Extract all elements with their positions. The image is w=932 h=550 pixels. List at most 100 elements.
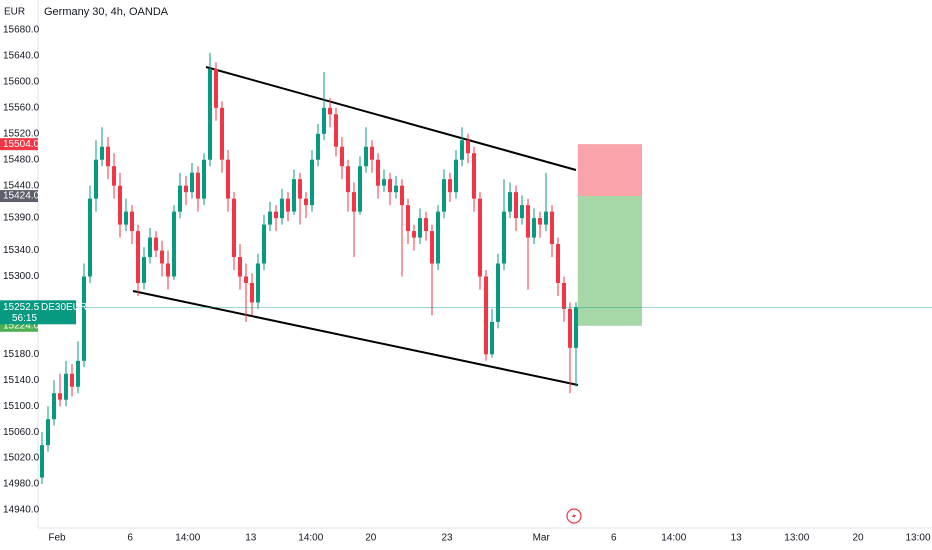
currency: EUR bbox=[4, 7, 25, 18]
candle-body bbox=[334, 114, 338, 147]
candle-body bbox=[340, 146, 344, 167]
x-tick-label: 14:00 bbox=[661, 533, 686, 544]
candle-body bbox=[208, 68, 212, 160]
candle-body bbox=[82, 276, 86, 361]
candle-body bbox=[160, 250, 164, 264]
candle-body bbox=[76, 360, 80, 387]
y-tick-label: 15340.0 bbox=[3, 245, 40, 256]
candle-body bbox=[58, 393, 62, 400]
candle-body bbox=[532, 218, 536, 238]
y-tick-label: 14940.0 bbox=[3, 505, 40, 516]
candle-body bbox=[568, 308, 572, 348]
alert-icon bbox=[566, 508, 582, 524]
candle-body bbox=[268, 211, 272, 225]
trend-line bbox=[132, 290, 579, 386]
candle-body bbox=[142, 257, 146, 283]
candle-body bbox=[148, 237, 152, 258]
x-tick-label: 13 bbox=[245, 533, 257, 544]
candle-body bbox=[286, 198, 290, 212]
countdown-label: 56:15 bbox=[12, 313, 37, 324]
candle-body bbox=[256, 263, 260, 303]
x-tick-label: Mar bbox=[533, 533, 551, 544]
last-price-label: 15252.5 bbox=[3, 302, 40, 313]
candle-body bbox=[496, 263, 500, 322]
candle-body bbox=[196, 172, 200, 199]
x-tick-label: 23 bbox=[441, 533, 453, 544]
y-tick-label: 15480.0 bbox=[3, 154, 40, 165]
candle-body bbox=[352, 192, 356, 212]
candle-body bbox=[544, 211, 548, 225]
x-tick-label: 13:00 bbox=[784, 533, 809, 544]
y-tick-label: 15390.0 bbox=[3, 213, 40, 224]
candle-body bbox=[442, 179, 446, 212]
candle-body bbox=[232, 198, 236, 258]
candle-body bbox=[130, 211, 134, 232]
candle-body bbox=[490, 321, 494, 355]
candle-body bbox=[526, 205, 530, 238]
candle-body bbox=[184, 185, 188, 193]
candle-body bbox=[400, 185, 404, 206]
y-tick-label: 15600.0 bbox=[3, 77, 40, 88]
candle-body bbox=[328, 107, 332, 115]
candle-body bbox=[202, 159, 206, 199]
candle-body bbox=[298, 179, 302, 199]
candle-body bbox=[316, 133, 320, 160]
candle-body bbox=[370, 146, 374, 160]
y-tick-label: 15300.0 bbox=[3, 271, 40, 282]
candle-body bbox=[562, 282, 566, 309]
candle-body bbox=[388, 179, 392, 193]
y-tick-label: 15100.0 bbox=[3, 401, 40, 412]
candle-body bbox=[394, 185, 398, 193]
candle-body bbox=[178, 185, 182, 212]
candle-body bbox=[412, 231, 416, 238]
x-tick-label: 14:00 bbox=[175, 533, 200, 544]
last-price-tag: 15252.5 DE30EUR 56:15 bbox=[0, 300, 87, 325]
candle-body bbox=[70, 373, 74, 387]
y-tick-label: 15020.0 bbox=[3, 453, 40, 464]
candle-body bbox=[418, 218, 422, 238]
x-tick-label: 6 bbox=[127, 533, 133, 544]
candle-body bbox=[502, 211, 506, 264]
candle-body bbox=[364, 146, 368, 167]
candle-body bbox=[124, 211, 128, 225]
candle-body bbox=[310, 159, 314, 206]
x-tick-label: 13:00 bbox=[905, 533, 930, 544]
candle-body bbox=[430, 231, 434, 264]
candle-body bbox=[262, 224, 266, 264]
trend-line bbox=[205, 66, 577, 171]
x-tick-label: 13 bbox=[731, 533, 743, 544]
symbol-label: DE30EUR bbox=[41, 302, 87, 313]
candle-body bbox=[538, 218, 542, 225]
candle-body bbox=[64, 373, 68, 400]
x-tick-label: 20 bbox=[365, 533, 377, 544]
candle-body bbox=[250, 282, 254, 303]
entry-tag: 15424.0 bbox=[0, 190, 40, 203]
candle-body bbox=[382, 179, 386, 186]
candle-body bbox=[154, 237, 158, 251]
x-tick-label: 14:00 bbox=[298, 533, 323, 544]
candle-body bbox=[280, 198, 284, 219]
candle-body bbox=[556, 244, 560, 283]
last-price-bg bbox=[0, 300, 76, 325]
y-tick-label: 15060.0 bbox=[3, 427, 40, 438]
target-zone bbox=[577, 196, 642, 326]
candle-body bbox=[172, 211, 176, 277]
candle-body bbox=[514, 192, 518, 219]
y-tick-label: 14980.0 bbox=[3, 479, 40, 490]
candle-body bbox=[358, 166, 362, 212]
y-tick-label: 15440.0 bbox=[3, 180, 40, 191]
candle-body bbox=[520, 205, 524, 219]
candle-body bbox=[106, 146, 110, 167]
candle-body bbox=[322, 107, 326, 134]
candle-body bbox=[40, 445, 44, 478]
candle-body bbox=[226, 159, 230, 199]
candle-body bbox=[190, 172, 194, 193]
y-tick-label: 15680.0 bbox=[3, 25, 40, 36]
y-tick-label: 15560.0 bbox=[3, 102, 40, 113]
candle-body bbox=[550, 211, 554, 245]
x-tick-label: Feb bbox=[48, 533, 66, 544]
candle-body bbox=[460, 140, 464, 160]
candle-body bbox=[448, 179, 452, 193]
candle-body bbox=[574, 307, 578, 348]
